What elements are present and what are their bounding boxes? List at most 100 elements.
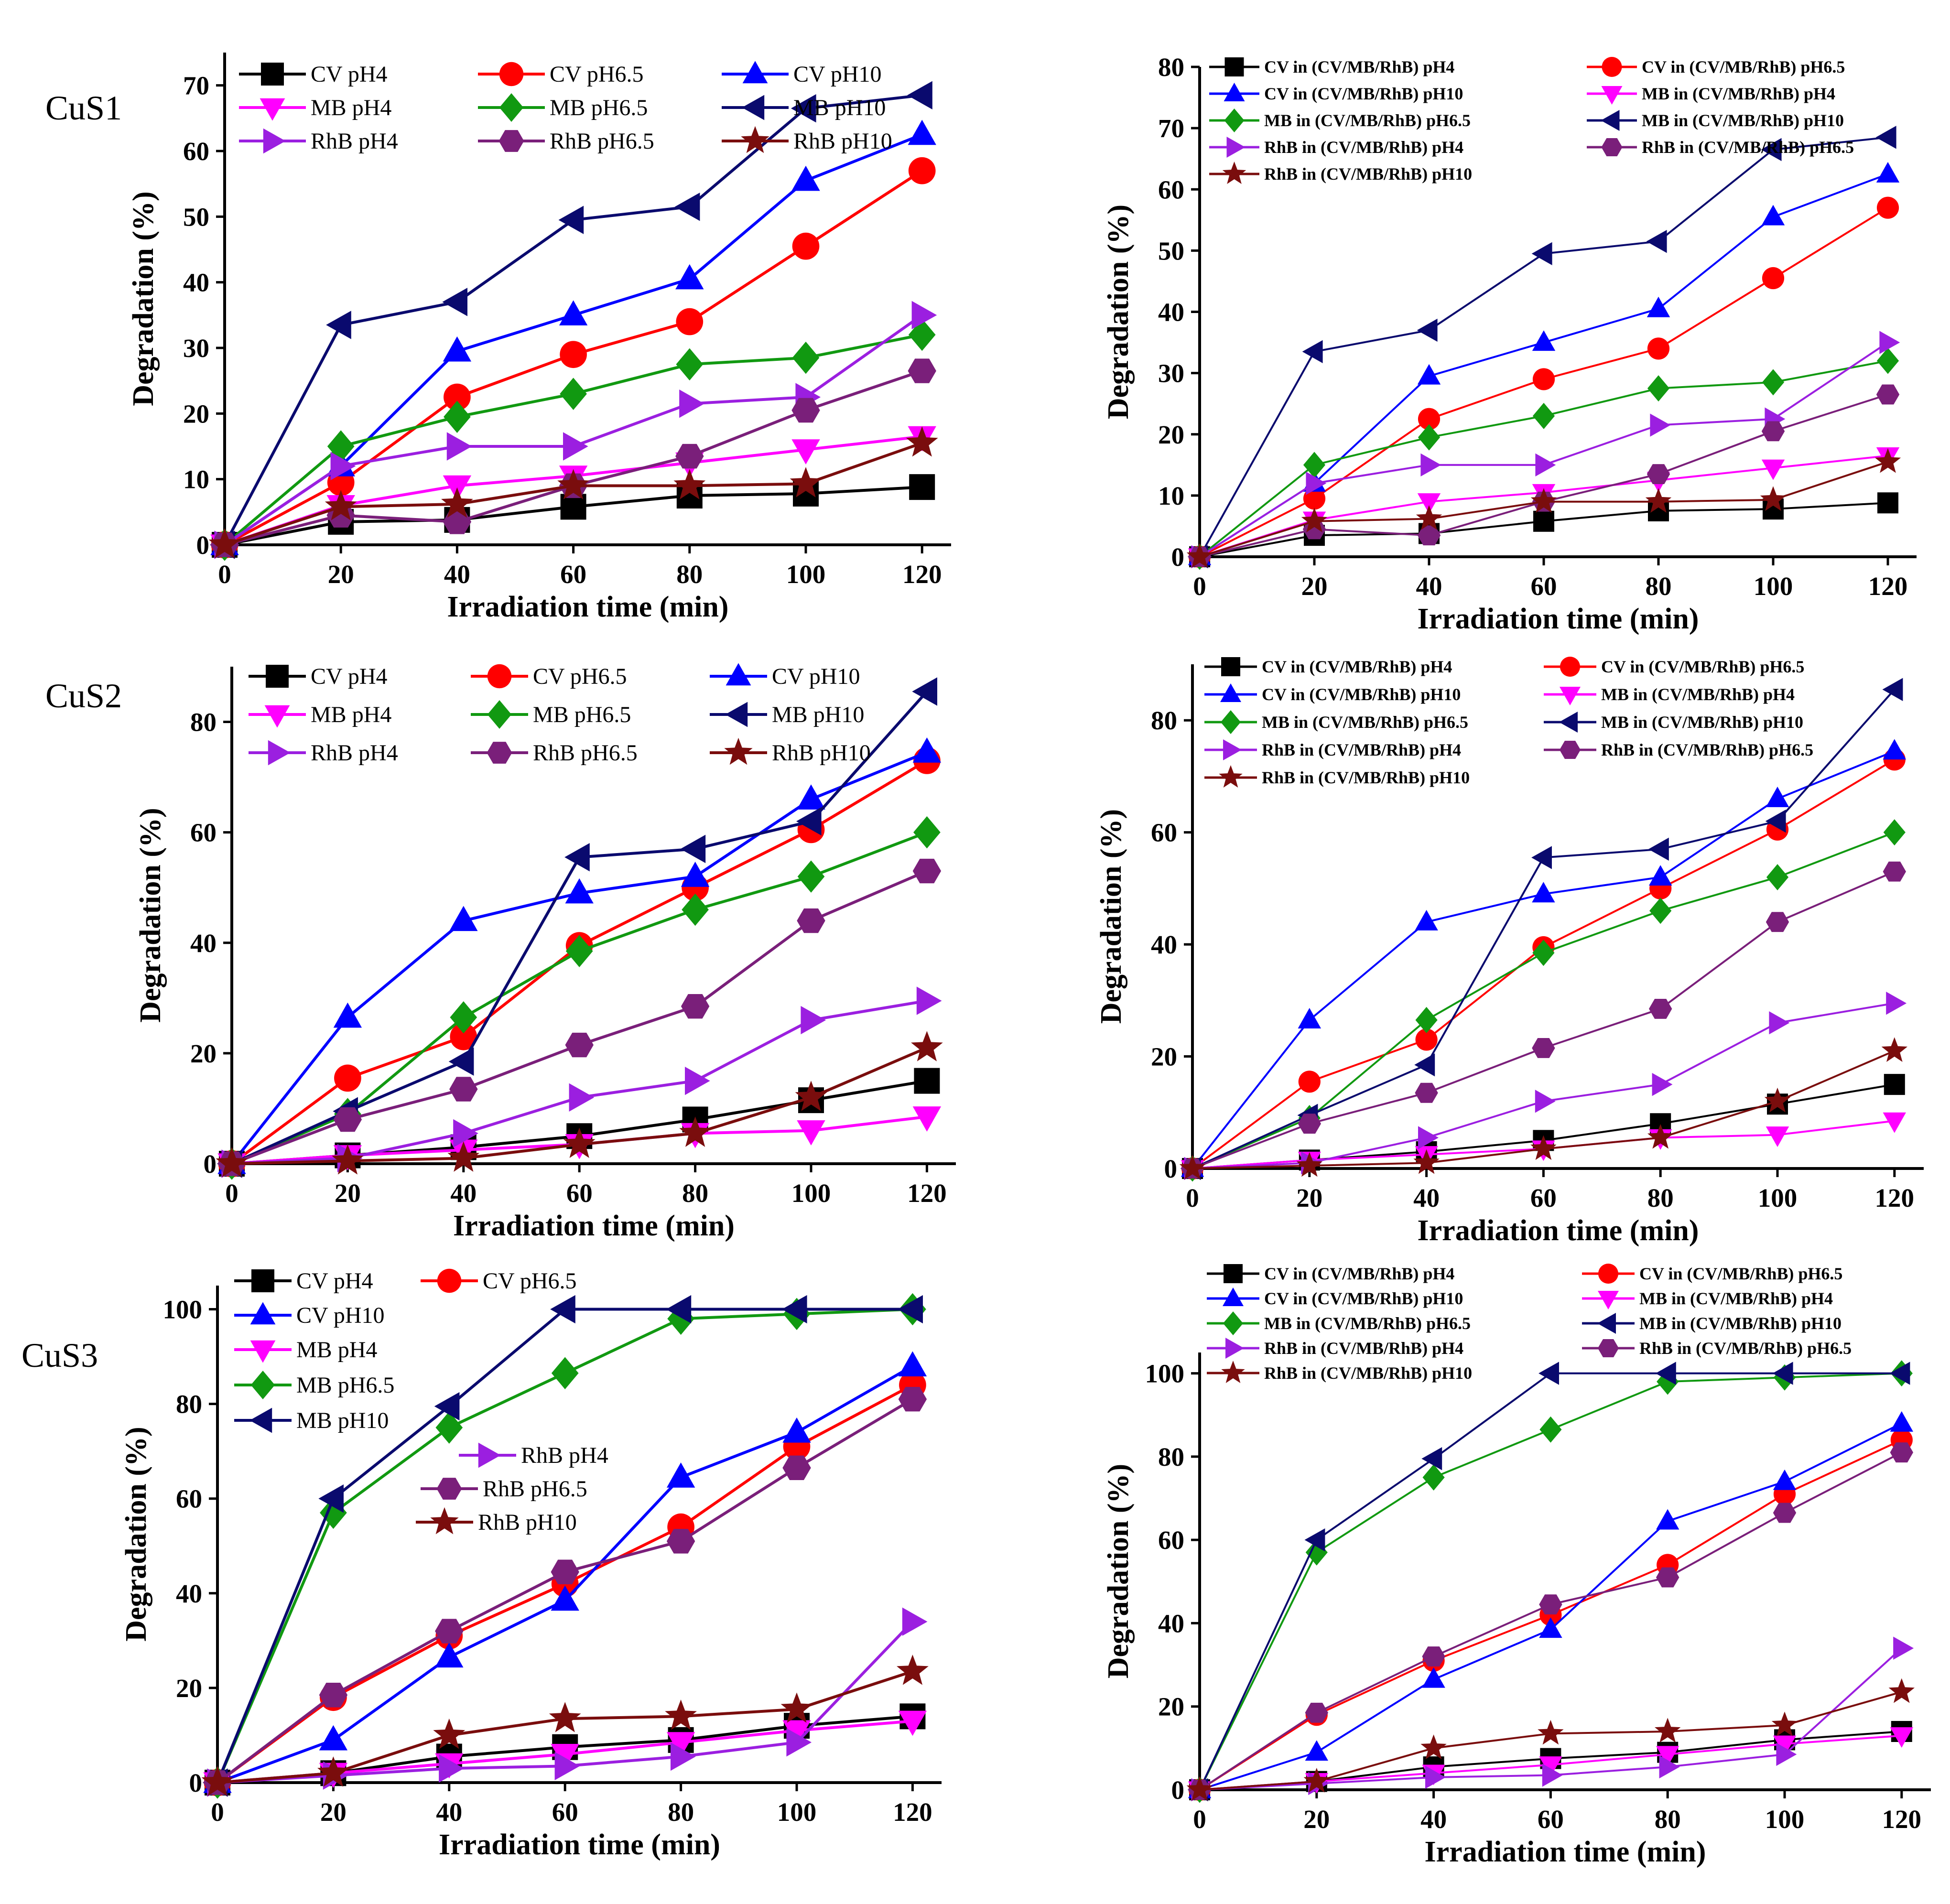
data-point [447,1141,480,1172]
data-point [1876,162,1900,183]
data-point [448,1047,474,1076]
data-point [1418,408,1441,430]
legend-marker [726,663,751,686]
legend-item: MB pH6.5 [234,1371,394,1399]
data-point [1761,421,1785,442]
data-point [439,1754,464,1783]
data-point [1876,196,1899,219]
legend-marker [250,1340,276,1363]
x-axis-title: Irradiation time (min) [447,591,729,623]
data-point [449,906,478,931]
data-point [1303,452,1326,478]
data-point [1884,1074,1905,1095]
data-point [1883,1112,1906,1133]
legend-label: RhB pH10 [478,1510,577,1535]
y-tick-label: 30 [1158,359,1184,388]
data-point [916,986,942,1015]
x-tick-label: 40 [450,1179,477,1208]
legend-label: MB in (CV/MB/RhB) pH10 [1601,713,1803,732]
data-point [1532,368,1555,390]
data-point [444,383,471,411]
legend-label: RhB in (CV/MB/RhB) pH4 [1262,740,1461,759]
legend-marker [499,62,524,87]
y-tick-label: 0 [1164,1154,1178,1183]
data-point [1302,340,1323,363]
data-point [1532,1038,1555,1058]
data-point [1415,1028,1438,1051]
series-rhb-ph10 [1179,1037,1908,1180]
legend-item: RhB in (CV/MB/RhB) pH6.5 [1544,740,1813,759]
x-tick-label: 0 [225,1179,238,1208]
chart-panel-5: CuS3 0 20 40 60 80 100 120 0 20 40 60 80 100 Irradiati… [22,1268,942,1861]
data-point [1531,846,1552,869]
data-point [796,807,822,836]
legend-marker [487,700,512,729]
data-point [679,1116,711,1147]
data-point [1532,402,1555,429]
data-point [333,1107,362,1132]
series-mb-ph10 [202,1295,923,1797]
series-mb-ph6-5 [1181,819,1906,1182]
series-rhb-ph10 [208,426,938,559]
x-tick-label: 60 [1538,1805,1564,1834]
legend-marker [742,95,765,120]
legend-item: MB pH6.5 [478,93,648,122]
data-point [1762,267,1785,290]
y-tick-label: 60 [1151,818,1177,847]
legend-label: CV pH6.5 [483,1268,576,1294]
data-point [1298,1114,1321,1134]
legend-marker [487,664,512,689]
legend-label: MB in (CV/MB/RhB) pH6.5 [1264,1314,1471,1333]
data-point [1883,861,1906,882]
legend-item: MB in (CV/MB/RhB) pH10 [1587,110,1844,131]
data-point [908,157,936,184]
x-tick-label: 120 [1868,572,1908,601]
data-point [914,1068,940,1094]
data-point [1421,1447,1442,1471]
data-point [563,432,588,461]
legend-label: MB in (CV/MB/RhB) pH4 [1642,84,1835,103]
panel-label: CuS1 [45,89,122,127]
y-axis-title: Degradation (%) [1102,1464,1135,1678]
legend-item: RhB in (CV/MB/RhB) pH4 [1204,739,1461,760]
x-tick-label: 20 [335,1179,361,1208]
legend-label: RhB in (CV/MB/RhB) pH4 [1264,138,1463,157]
legend-item: MB pH4 [249,702,391,728]
legend-marker [1598,1264,1618,1284]
y-tick-label: 50 [1158,236,1184,265]
data-point [1766,1126,1789,1147]
y-tick-label: 20 [176,1674,202,1703]
legend-item: RhB in (CV/MB/RhB) pH10 [1209,162,1472,184]
legend-item: CV in (CV/MB/RhB) pH6.5 [1582,1264,1842,1284]
legend-item: CV pH6.5 [471,664,627,689]
legend-marker [263,128,286,154]
legend-label: MB in (CV/MB/RhB) pH6.5 [1262,713,1468,732]
legend-marker [1601,138,1623,157]
data-point [1656,1509,1679,1530]
data-point [681,862,710,887]
x-tick-label: 0 [211,1797,224,1827]
data-point [325,490,357,520]
data-point [791,439,820,465]
data-point [1420,1734,1447,1759]
data-point [1296,1152,1323,1177]
data-point [1876,384,1900,405]
data-point [912,737,942,763]
data-point [1414,1053,1435,1077]
legend-label: CV in (CV/MB/RhB) pH10 [1264,84,1463,103]
data-point [1530,1135,1557,1160]
y-tick-label: 30 [183,334,209,363]
y-tick-label: 0 [189,1768,203,1797]
y-tick-label: 0 [1171,1775,1185,1805]
y-tick-label: 0 [1171,542,1185,572]
legend-label: CV pH6.5 [550,62,643,87]
y-tick-label: 50 [183,202,209,231]
data-point [1298,1008,1321,1028]
data-point [1659,1755,1680,1779]
legend-item: CV pH6.5 [421,1268,576,1294]
data-point [560,494,586,520]
data-point [1649,865,1672,886]
legend: CV pH4 CV pH6.5 CV pH10 MB pH4 MB pH6.5 MB pH… [239,61,892,154]
legend-marker [1221,657,1240,676]
